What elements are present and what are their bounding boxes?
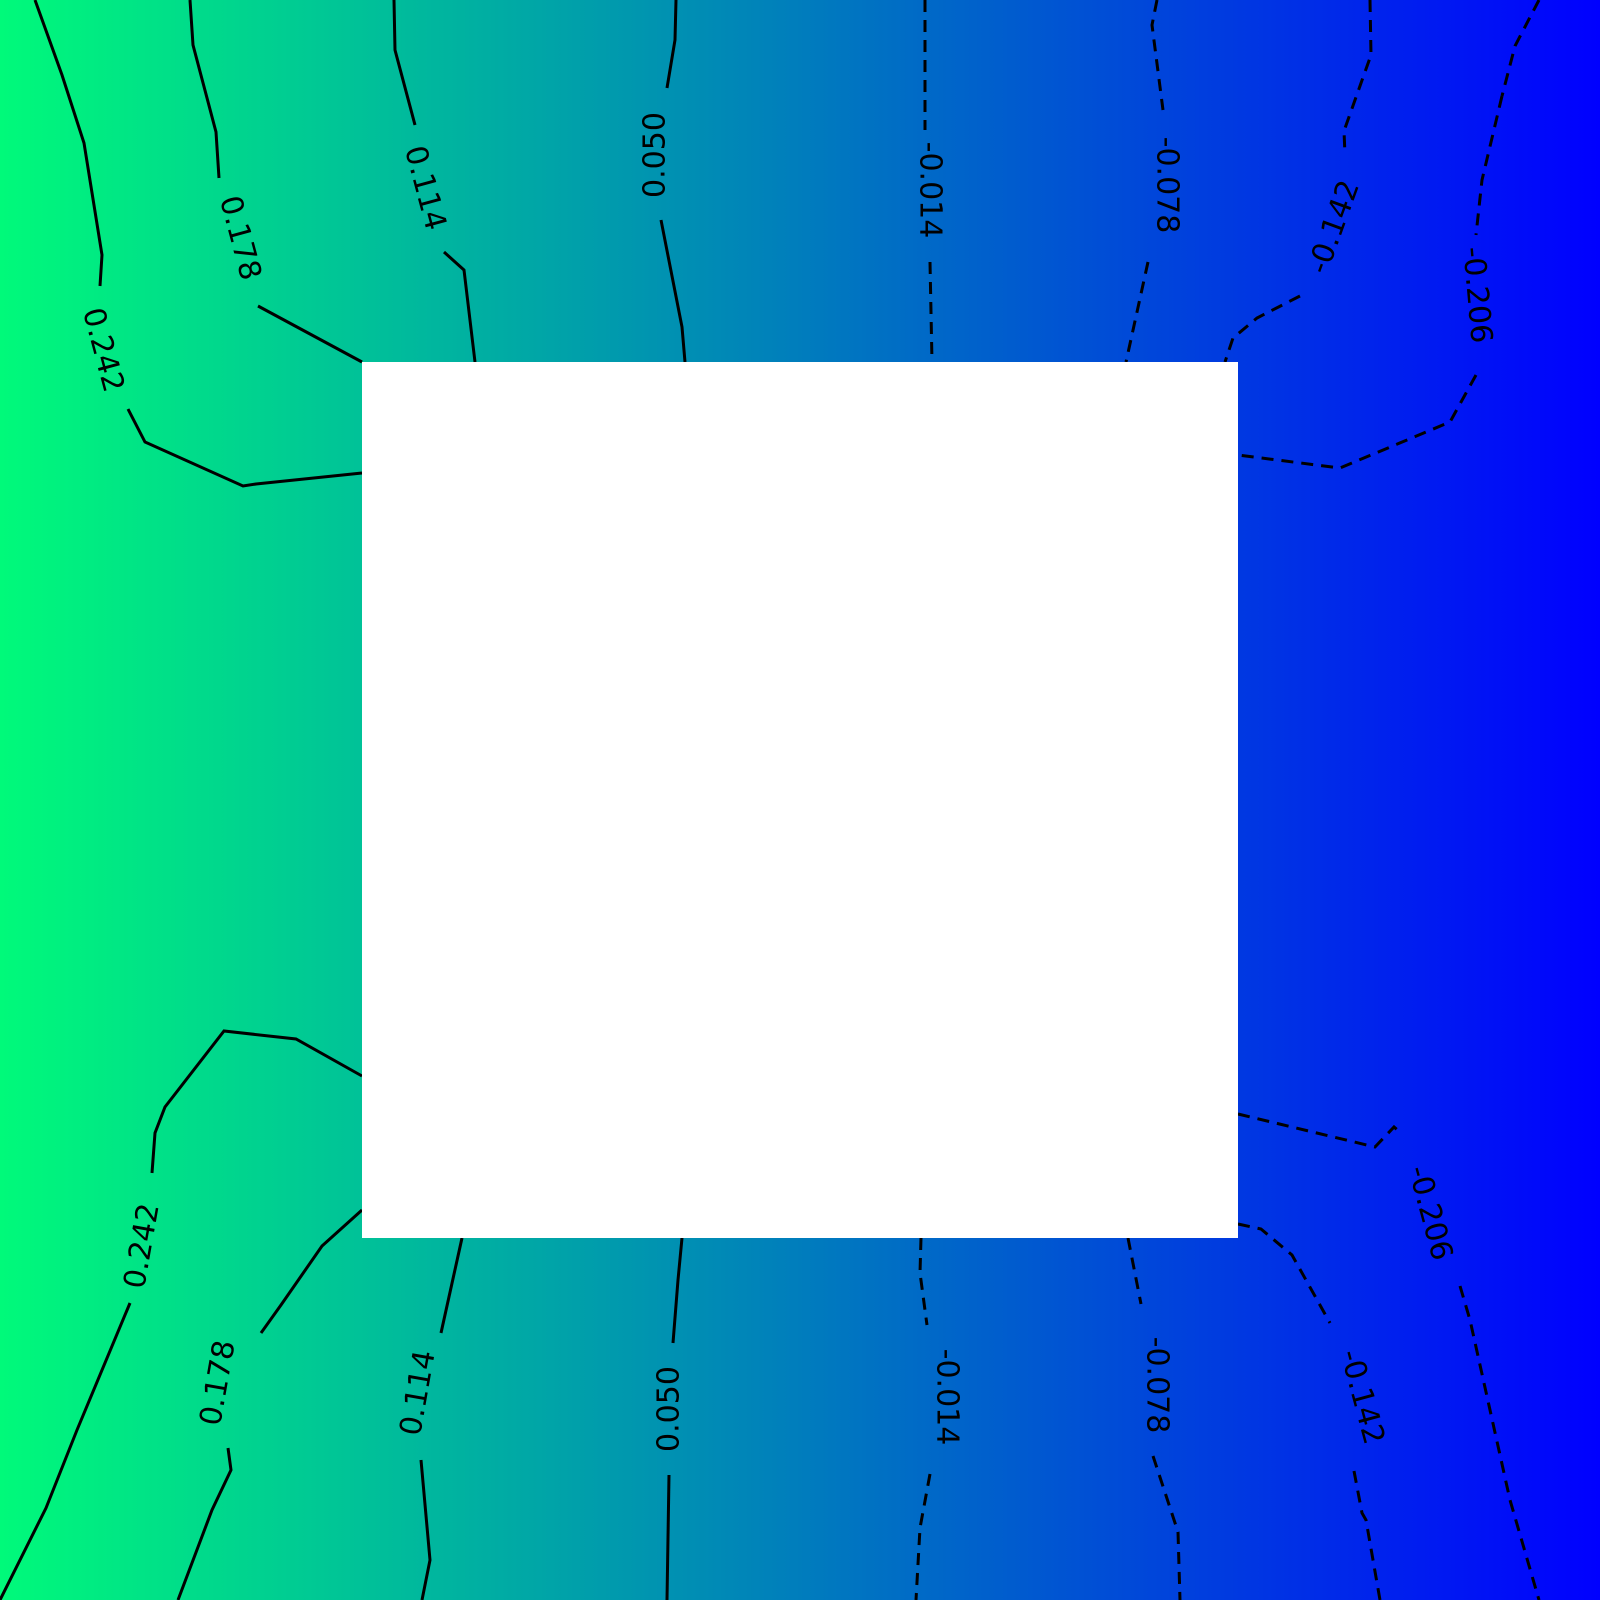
contour-line-0.178	[176, 1447, 233, 1600]
contour-line--0.078	[1151, 1455, 1182, 1600]
contour-label--0.078: -0.078	[1140, 1337, 1175, 1434]
contour-line-0.050	[671, 1237, 684, 1344]
contour-line-0.114	[439, 1237, 464, 1334]
contour-line--0.206	[1237, 1112, 1403, 1149]
contour-label-0.050: 0.050	[638, 112, 673, 198]
contour-line-0.242	[150, 1029, 363, 1174]
masked-region	[362, 362, 1238, 1238]
contour-line-0.050	[665, 1474, 671, 1600]
contour-line-0.178	[188, 0, 221, 179]
contour-line--0.078	[1126, 1237, 1143, 1305]
contour-line-0.242	[33, 0, 104, 287]
contour-line-0.114	[419, 1459, 432, 1600]
contour-line--0.142	[1500, 0, 1541, 97]
contour-label--0.014: -0.014	[930, 1349, 965, 1446]
contour-line--0.142	[1223, 294, 1301, 363]
contour-line--0.078	[1124, 261, 1150, 363]
contour-line--0.014	[914, 1473, 932, 1600]
contour-line--0.142	[1352, 1470, 1382, 1600]
contour-label-0.050: 0.050	[652, 1366, 687, 1452]
contour-label--0.078: -0.078	[1150, 137, 1185, 234]
contour-line--0.142	[1342, 0, 1373, 156]
contour-line--0.014	[918, 1237, 929, 1326]
contour-line-0.178	[257, 304, 363, 364]
contour-line-0.242	[126, 408, 363, 488]
contour-line-0.242	[0, 1302, 132, 1600]
contour-lines	[0, 0, 1541, 1600]
contour-line--0.142	[1237, 1222, 1332, 1324]
contour-line--0.206	[1474, 95, 1504, 236]
contour-line-0.178	[259, 1208, 364, 1334]
contour-line-0.114	[442, 250, 477, 363]
contour-line-0.114	[392, 0, 417, 126]
contour-line--0.206	[1458, 1285, 1541, 1600]
contour-line-0.050	[659, 219, 687, 363]
contour-line--0.014	[928, 261, 934, 363]
contour-line--0.206	[1237, 374, 1478, 470]
contour-line-0.050	[665, 0, 678, 89]
contour-line--0.078	[1150, 0, 1165, 111]
contour-label--0.014: -0.014	[913, 142, 948, 239]
contour-label--0.206: -0.206	[1455, 245, 1498, 344]
